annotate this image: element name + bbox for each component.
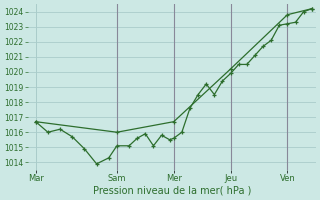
X-axis label: Pression niveau de la mer( hPa ): Pression niveau de la mer( hPa ) — [92, 186, 251, 196]
